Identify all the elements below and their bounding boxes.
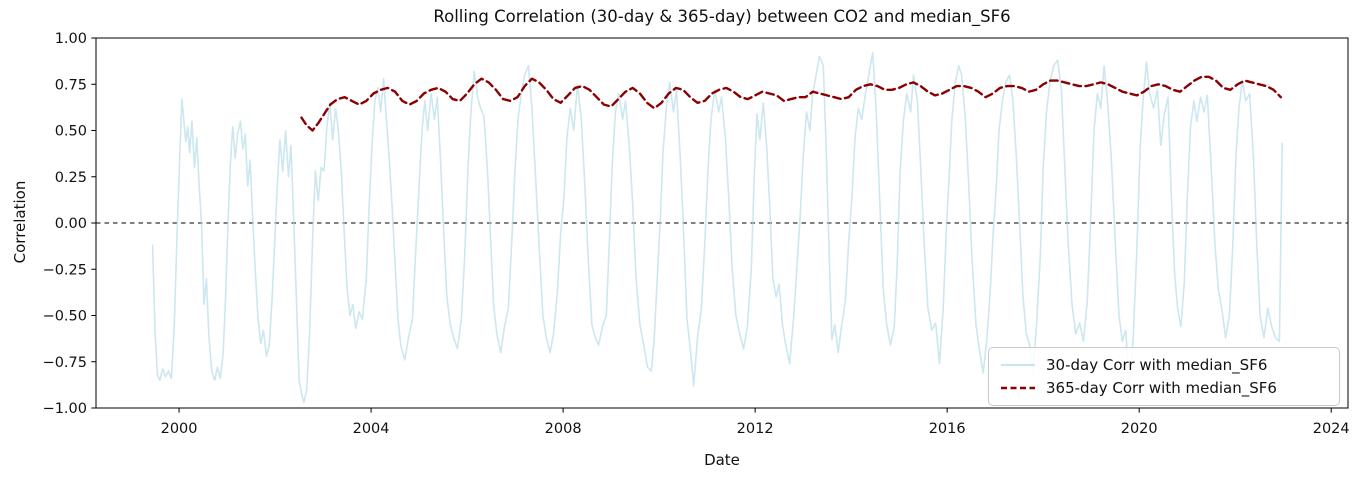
legend: 30-day Corr with median_SF6 365-day Corr… <box>988 347 1340 406</box>
y-tick-label: −0.75 <box>43 355 87 371</box>
legend-line-30day-icon <box>1001 363 1035 366</box>
x-axis-label: Date <box>704 451 740 469</box>
y-tick-label: −0.50 <box>43 309 87 325</box>
y-tick-label: 0.75 <box>55 77 87 93</box>
x-tick-label: 2024 <box>1313 421 1350 437</box>
chart-title: Rolling Correlation (30-day & 365-day) b… <box>433 7 1011 26</box>
legend-entry-365day: 365-day Corr with median_SF6 <box>999 379 1331 397</box>
x-tick-label: 2004 <box>353 421 390 437</box>
y-tick-label: 0.50 <box>55 124 87 140</box>
y-tick-label: 1.00 <box>55 31 87 47</box>
legend-label-365day: 365-day Corr with median_SF6 <box>1046 379 1277 398</box>
x-tick-label: 2008 <box>545 421 582 437</box>
x-tick-label: 2020 <box>1121 421 1158 437</box>
y-tick-label: 0.25 <box>55 170 87 186</box>
y-axis-label: Correlation <box>11 180 29 264</box>
x-tick-label: 2016 <box>929 421 966 437</box>
legend-entry-30day: 30-day Corr with median_SF6 <box>999 356 1331 374</box>
x-tick-label: 2000 <box>161 421 198 437</box>
series-line-30day <box>151 51 1283 404</box>
legend-label-30day: 30-day Corr with median_SF6 <box>1046 355 1268 374</box>
legend-line-365day-icon <box>1001 387 1035 390</box>
series-line-365day <box>300 75 1283 132</box>
y-tick-label: −1.00 <box>43 401 87 417</box>
y-tick-label: −0.25 <box>43 262 87 278</box>
y-tick-label: 0.00 <box>55 216 87 232</box>
x-tick-label: 2012 <box>737 421 774 437</box>
